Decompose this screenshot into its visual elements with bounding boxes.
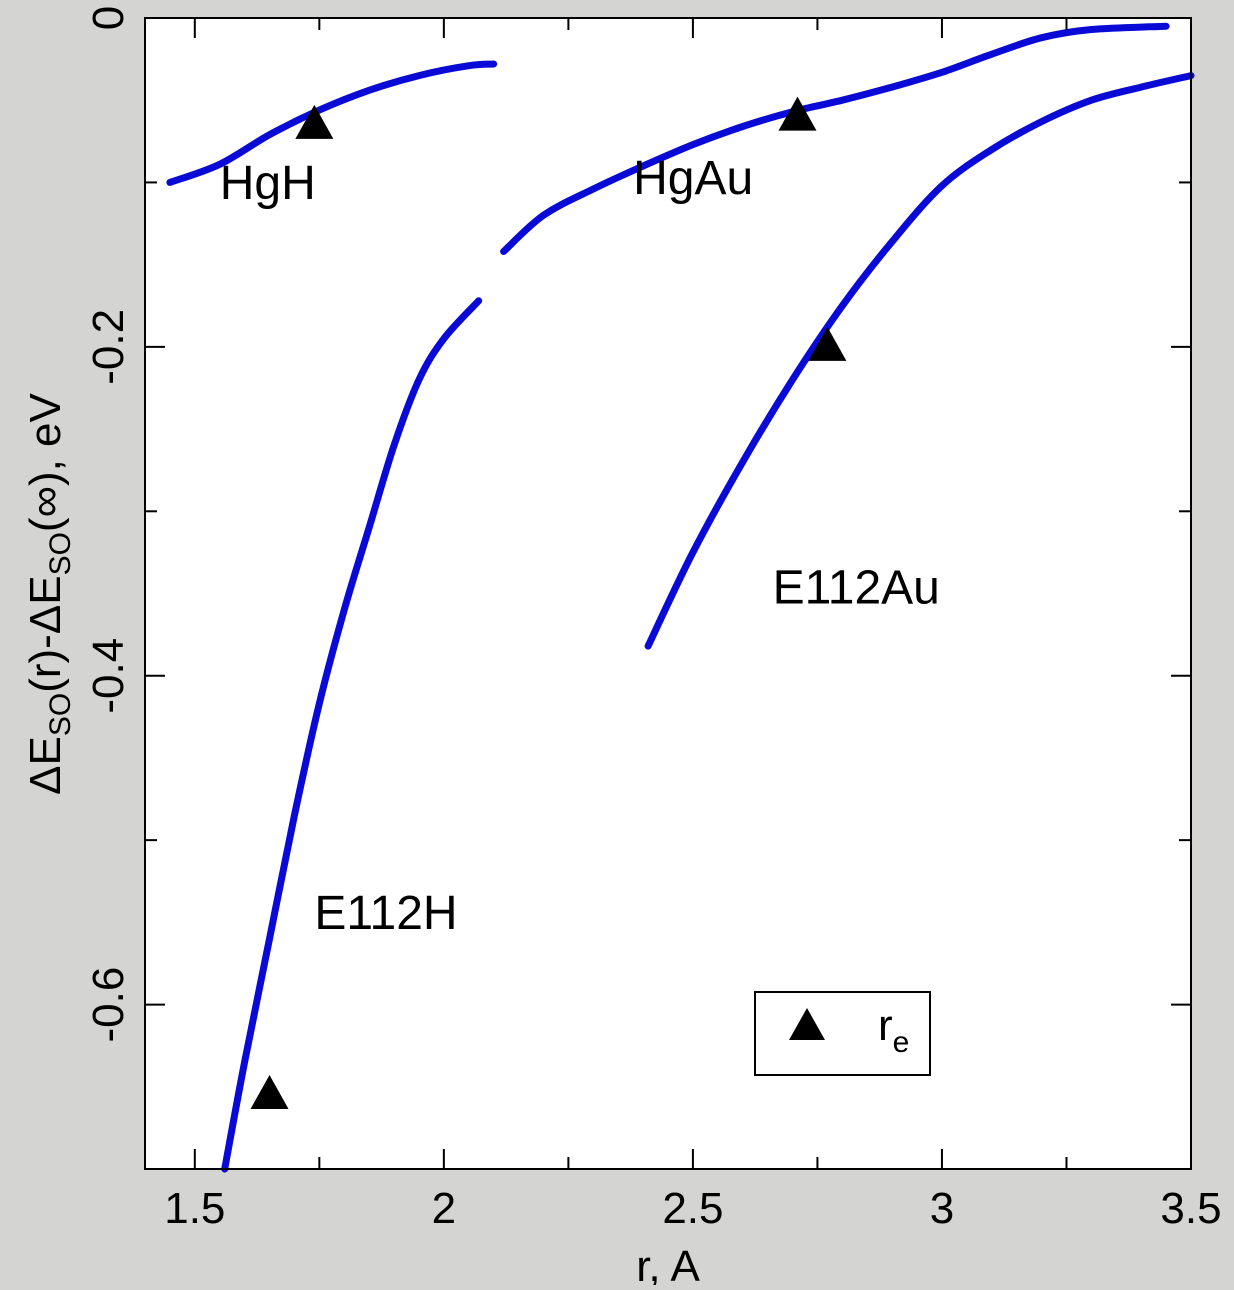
x-tick-label-3: 3	[930, 1184, 954, 1233]
x-axis-title: r, A	[636, 1242, 700, 1285]
series-lines	[166, 22, 1195, 1173]
legend-box	[754, 991, 931, 1076]
series-line-e112h	[221, 297, 483, 1173]
re-marker-0	[295, 104, 334, 139]
re-markers	[250, 96, 847, 1110]
y-tick-label-3: -0.6	[84, 967, 133, 1043]
axis-ticks	[145, 17, 1192, 1169]
x-tick-label-1: 2	[432, 1184, 456, 1233]
series-label-hgau: HgAu	[633, 152, 753, 205]
series-label-e112h: E112H	[314, 887, 457, 940]
y-title-part-1: ΔE	[21, 736, 70, 795]
series-label-hgh: HgH	[220, 157, 316, 210]
legend-label-main: r	[878, 1001, 893, 1050]
series-line-hgau	[500, 22, 1170, 255]
y-axis-title: ΔESO(r)-ΔESO(∞), eV	[21, 392, 77, 794]
tick-labels: 1.5 2 2.5 3 3.5 0 -0.2 -0.4 -0.6	[84, 6, 1222, 1233]
legend-label-subscript: e	[893, 1026, 910, 1059]
legend: re	[754, 991, 931, 1076]
series-line-e112au	[644, 72, 1195, 650]
series-labels: HgH HgAu E112Au E112H	[220, 152, 940, 940]
x-tick-label-4: 3.5	[1160, 1184, 1221, 1233]
y-tick-label-2: -0.4	[84, 638, 133, 714]
series-label-e112au: E112Au	[773, 561, 940, 614]
legend-label: re	[878, 1001, 909, 1059]
plot-frame	[144, 17, 1192, 1170]
x-tick-label-0: 1.5	[164, 1184, 225, 1233]
series-line-hgh	[166, 60, 498, 186]
y-title-sub-2: SO	[44, 532, 77, 575]
re-marker-2	[808, 326, 847, 361]
y-tick-label-1: -0.2	[84, 309, 133, 385]
y-title-part-2: (r)-ΔE	[21, 575, 70, 692]
re-marker-1	[778, 96, 817, 131]
y-tick-label-0: 0	[84, 6, 133, 30]
plot-area	[145, 18, 1191, 1169]
y-title-part-3: (∞), eV	[21, 392, 70, 532]
x-tick-label-2: 2.5	[662, 1184, 723, 1233]
re-marker-3	[250, 1075, 289, 1110]
y-title-sub-1: SO	[44, 693, 77, 736]
legend-marker-triangle	[789, 1008, 825, 1040]
